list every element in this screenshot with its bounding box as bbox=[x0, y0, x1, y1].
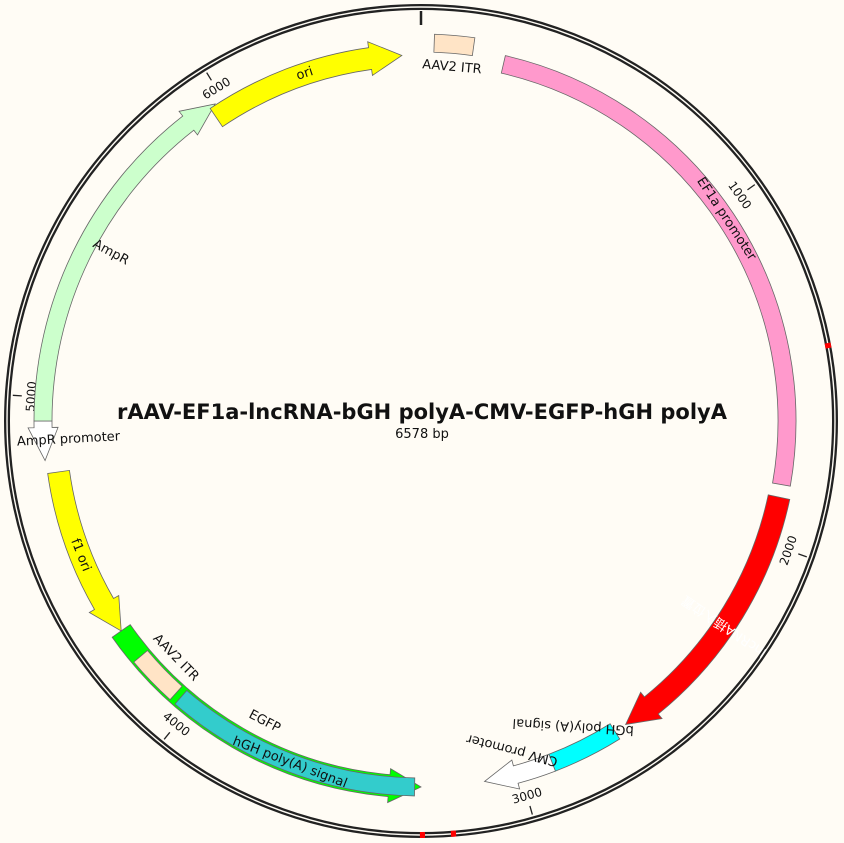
ef1a-promoter-feature[interactable] bbox=[500, 55, 797, 487]
cmv-promoter-feature[interactable] bbox=[483, 753, 556, 790]
lncrna-feature[interactable] bbox=[624, 494, 791, 725]
ori-label: ori bbox=[294, 64, 315, 84]
restriction-site-marker bbox=[450, 830, 457, 837]
plasmid-length: 6578 bp bbox=[395, 427, 449, 442]
feature-annotations bbox=[27, 33, 797, 804]
restriction-site-marker bbox=[419, 831, 426, 838]
egfp-label: EGFP bbox=[246, 707, 283, 736]
tick-mark bbox=[747, 184, 756, 191]
ampr-label: AmpR bbox=[90, 237, 131, 269]
hgh-polya-feature[interactable] bbox=[174, 689, 416, 797]
tick-mark bbox=[206, 72, 212, 81]
ampr-feature[interactable] bbox=[33, 103, 216, 422]
restriction-site-marker bbox=[824, 342, 832, 349]
ori-feature[interactable] bbox=[209, 41, 403, 128]
bgh-polya-label: bGH poly(A) signal bbox=[512, 715, 634, 737]
tick-mark bbox=[12, 394, 22, 397]
tick-mark bbox=[798, 553, 807, 558]
ampr-promoter-label: AmpR promoter bbox=[17, 429, 122, 449]
plasmid-backbone bbox=[4, 4, 838, 838]
hgh-polya-label: hGH poly(A) signal bbox=[231, 734, 350, 791]
ampr-promoter-feature[interactable] bbox=[27, 420, 59, 462]
f1-ori-feature[interactable] bbox=[47, 469, 122, 632]
tick-mark bbox=[163, 731, 171, 740]
aav2-itr-1-label: AAV2 ITR bbox=[422, 57, 483, 77]
plasmid-title: rAAV-EF1a-lncRNA-bGH polyA-CMV-EGFP-hGH … bbox=[117, 400, 727, 424]
tick-label: 1000 bbox=[725, 179, 754, 212]
aav2-itr-1-feature[interactable] bbox=[433, 33, 476, 57]
tick-label: 2000 bbox=[777, 534, 800, 567]
tick-mark bbox=[529, 805, 533, 815]
aav2-itr-2-feature[interactable] bbox=[133, 649, 183, 701]
